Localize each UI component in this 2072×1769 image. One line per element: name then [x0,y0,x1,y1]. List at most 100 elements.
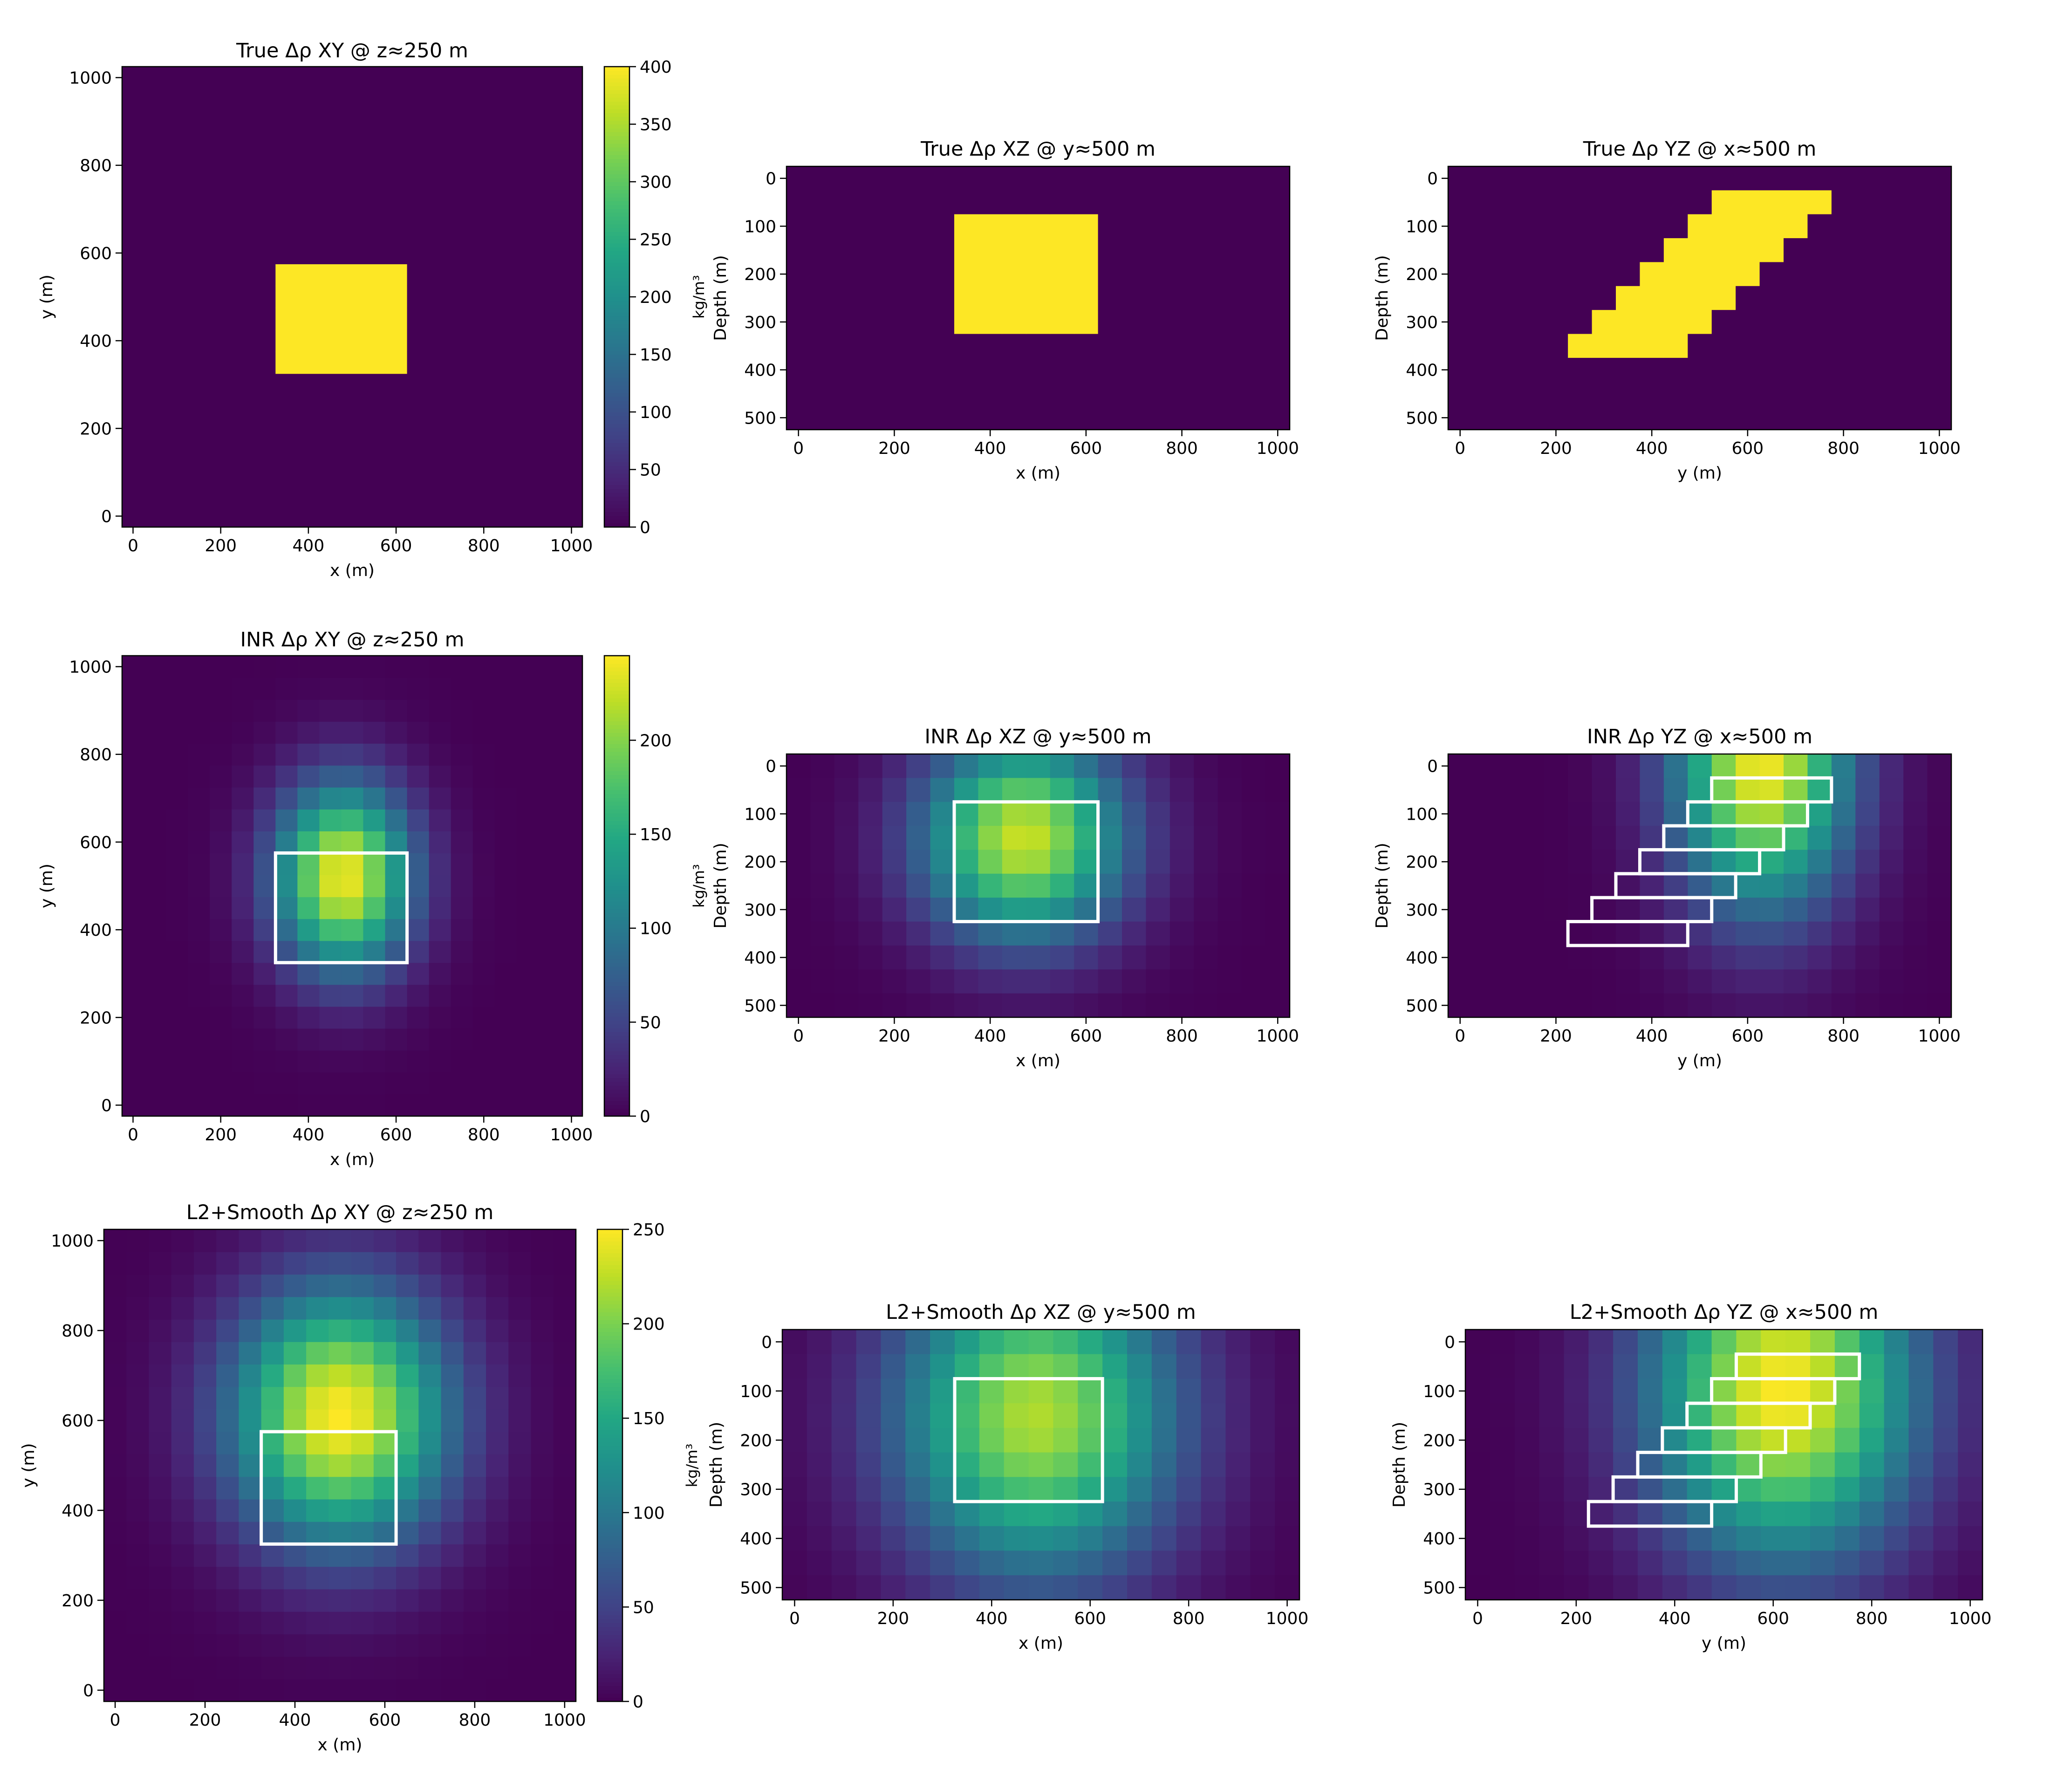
chart-0-cell [494,461,517,484]
chart-3-cell [538,940,561,963]
chart-8-xtick-label: 600 [1757,1609,1789,1628]
chart-0-cell [385,89,408,111]
chart-8-cell [1638,1477,1663,1502]
chart-4-cell [1217,873,1242,898]
chart-7-cell [1201,1477,1226,1502]
chart-6-cell [149,1566,172,1590]
chart-2-cell [1640,190,1664,215]
chart-5-cell [1711,969,1736,994]
chart-5-cell [1640,921,1664,946]
chart-0-cell [451,264,473,287]
chart-3-cell [166,743,188,766]
chart-4-cell [810,969,835,994]
chart-0-cell [407,373,430,396]
chart-1-cell [1050,357,1074,382]
chart-4-cell [930,921,955,946]
chart-0-cell [122,439,144,462]
chart-8-cell [1884,1427,1909,1453]
chart-6-cell [149,1342,172,1365]
chart-4-cell [1074,873,1099,898]
chart-1-cell [1098,214,1122,239]
chart-3-cell [297,721,320,744]
chart-1-cell [786,405,811,430]
chart-7-cell [1225,1427,1251,1453]
chart-0-ytick-label: 200 [80,419,112,439]
chart-0-cell [232,395,254,418]
chart-3-cell [319,853,342,876]
chart-0-cell [122,286,144,309]
chart-3-cell [407,699,430,722]
chart-3-colorbar-band [604,782,629,787]
chart-5-cell [1927,802,1952,826]
chart-1-cell [1217,262,1242,287]
chart-6-cell [373,1274,397,1297]
chart-0-cell [560,308,583,330]
chart-8-cell [1859,1575,1885,1600]
chart-1-cell [906,357,931,382]
chart-8-cell [1613,1477,1638,1502]
chart-5-cell [1688,969,1712,994]
chart-3-cell [516,765,539,788]
chart-8-cell [1834,1526,1860,1551]
chart-8-cell [1958,1403,1983,1428]
chart-4-cell [786,993,811,1018]
chart-7-xtick-label: 800 [1173,1609,1205,1628]
chart-6-cell [396,1499,419,1522]
chart-3-cell [341,765,364,788]
chart-3-cell [319,919,342,941]
chart-6-cell [193,1634,217,1657]
chart-3-cell [385,721,408,744]
chart-6-cell [193,1319,217,1342]
chart-0-cell [166,176,188,199]
chart-3-cell [253,962,276,985]
chart-3-cell [319,1050,342,1073]
chart-3-cell [341,853,364,876]
chart-1-cell [810,214,835,239]
chart-4-cell [1265,802,1290,826]
chart-8-cell [1736,1330,1761,1355]
chart-3-cell [188,1006,210,1029]
chart-1-cell [1098,334,1122,358]
chart-2-cell [1903,357,1928,382]
chart-3-cell [538,962,561,985]
chart-5-cell [1903,898,1928,922]
chart-0-xtick-label: 400 [293,536,325,555]
chart-0-cell [166,264,188,287]
chart-6-cell [193,1274,217,1297]
chart-0-cell [275,461,298,484]
chart-8-cell [1859,1550,1885,1576]
chart-6-cell [328,1589,352,1612]
chart-4-cell [786,850,811,874]
chart-0-cell [166,198,188,220]
chart-2-cell [1807,238,1832,263]
chart-2-cell [1807,310,1832,335]
chart-6-cell [396,1319,419,1342]
chart-1-cell [954,166,979,191]
chart-0-cell [516,395,539,418]
chart-3-cell [297,962,320,985]
chart-6-cell [531,1386,554,1410]
chart-0-cell [166,89,188,111]
chart-3-colorbar-tick-label: 200 [640,731,672,750]
chart-8-cell [1908,1575,1934,1600]
chart-7-cell [1004,1427,1029,1453]
chart-6-cell [531,1476,554,1500]
chart-0-colorbar-band [604,362,629,366]
chart-6-cell [171,1656,194,1680]
chart-5-cell [1711,850,1736,874]
chart-4-xtick-label: 400 [974,1027,1006,1046]
chart-0-cell [429,439,451,462]
chart-1-cell [1050,214,1074,239]
chart-3-cell [275,743,298,766]
chart-0-cell [210,483,232,506]
chart-0-cell [385,329,408,352]
chart-8-cell [1490,1477,1515,1502]
chart-5-cell [1640,969,1664,994]
chart-6-cell [193,1342,217,1365]
chart-8-xtick-label: 1000 [1949,1609,1992,1628]
chart-6-cell [508,1522,532,1544]
chart-0-cell [407,110,430,133]
chart-8-cell [1514,1526,1540,1551]
chart-3-xtick-label: 400 [293,1125,325,1145]
chart-3-cell [275,1028,298,1051]
